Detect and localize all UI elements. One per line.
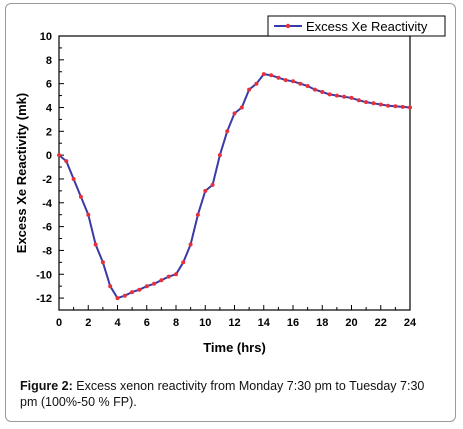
y-axis-title: Excess Xe Reactivity (mk) <box>14 93 29 253</box>
data-point <box>371 101 376 106</box>
y-tick-label: 6 <box>46 79 52 91</box>
data-point <box>174 272 178 277</box>
data-point <box>408 105 412 110</box>
x-tick-label: 0 <box>56 317 62 329</box>
data-point <box>291 79 295 84</box>
plot-area <box>58 35 411 311</box>
y-tick-label: 4 <box>46 102 53 114</box>
x-tick-label: 18 <box>316 317 328 329</box>
data-point <box>100 260 105 265</box>
data-point <box>327 92 332 97</box>
caption-label: Figure 2: <box>20 379 73 393</box>
data-point <box>261 72 266 77</box>
y-tick-label: 8 <box>46 55 52 67</box>
legend-swatch-marker <box>285 23 291 29</box>
x-tick-label: 20 <box>345 317 357 329</box>
y-tick-label: -2 <box>42 174 52 186</box>
data-point <box>378 102 383 107</box>
data-point <box>166 274 171 279</box>
legend: Excess Xe Reactivity <box>267 15 446 37</box>
data-point <box>130 290 135 295</box>
x-tick-label: 12 <box>228 317 240 329</box>
x-axis-title: Time (hrs) <box>203 340 266 355</box>
data-point <box>159 278 164 283</box>
data-point <box>283 78 288 83</box>
x-tick-label: 22 <box>375 317 387 329</box>
data-point <box>137 287 142 292</box>
data-point <box>386 103 391 108</box>
figure-frame <box>5 3 456 422</box>
data-point <box>225 129 230 134</box>
data-point <box>312 87 317 92</box>
data-point <box>298 81 303 86</box>
y-tick-label: -8 <box>42 245 52 257</box>
data-point <box>86 212 91 217</box>
data-point <box>108 284 113 289</box>
x-tick-label: 2 <box>85 317 91 329</box>
caption-text: Excess xenon reactivity from Monday 7:30… <box>20 379 425 409</box>
data-point <box>342 94 347 99</box>
figure-caption: Figure 2: Excess xenon reactivity from M… <box>20 378 440 410</box>
x-tick-label: 4 <box>114 317 121 329</box>
y-tick-label: -10 <box>36 269 52 281</box>
y-tick-label: 10 <box>40 31 52 43</box>
data-point <box>122 293 127 298</box>
data-point <box>195 212 200 217</box>
data-point <box>71 177 76 181</box>
data-point <box>64 159 69 164</box>
x-tick-label: 6 <box>144 317 150 329</box>
data-point <box>393 104 398 109</box>
data-point <box>203 188 208 193</box>
data-point <box>115 296 120 301</box>
data-point <box>93 242 98 247</box>
y-tick-label: -6 <box>42 222 52 234</box>
data-point <box>334 93 339 98</box>
data-point <box>239 105 244 110</box>
x-tick-label: 14 <box>258 317 271 329</box>
data-point <box>217 153 222 158</box>
series-line <box>58 73 411 300</box>
x-tick-label: 8 <box>173 317 179 329</box>
data-point <box>247 87 252 92</box>
legend-box <box>267 15 446 37</box>
data-point <box>400 104 405 109</box>
data-point <box>144 284 149 289</box>
data-point <box>232 111 237 116</box>
data-point <box>57 153 61 158</box>
y-tick-label: -4 <box>42 198 53 210</box>
data-point <box>254 81 259 86</box>
data-point <box>188 242 193 247</box>
data-point <box>181 260 186 265</box>
legend-label: Excess Xe Reactivity <box>306 19 428 34</box>
data-point <box>349 95 354 100</box>
data-point <box>356 98 361 103</box>
data-point <box>152 281 157 286</box>
y-tick-label: 0 <box>46 150 52 162</box>
y-tick-label: -12 <box>36 293 52 305</box>
data-point <box>320 90 325 94</box>
x-tick-label: 16 <box>287 317 299 329</box>
data-point <box>305 84 310 88</box>
data-point <box>276 75 281 80</box>
data-point <box>210 182 215 187</box>
x-tick-label: 24 <box>404 317 417 329</box>
data-point <box>78 194 83 199</box>
data-point <box>269 73 274 78</box>
y-tick-label: 2 <box>46 126 52 138</box>
data-point <box>364 100 369 105</box>
x-tick-label: 10 <box>199 317 211 329</box>
